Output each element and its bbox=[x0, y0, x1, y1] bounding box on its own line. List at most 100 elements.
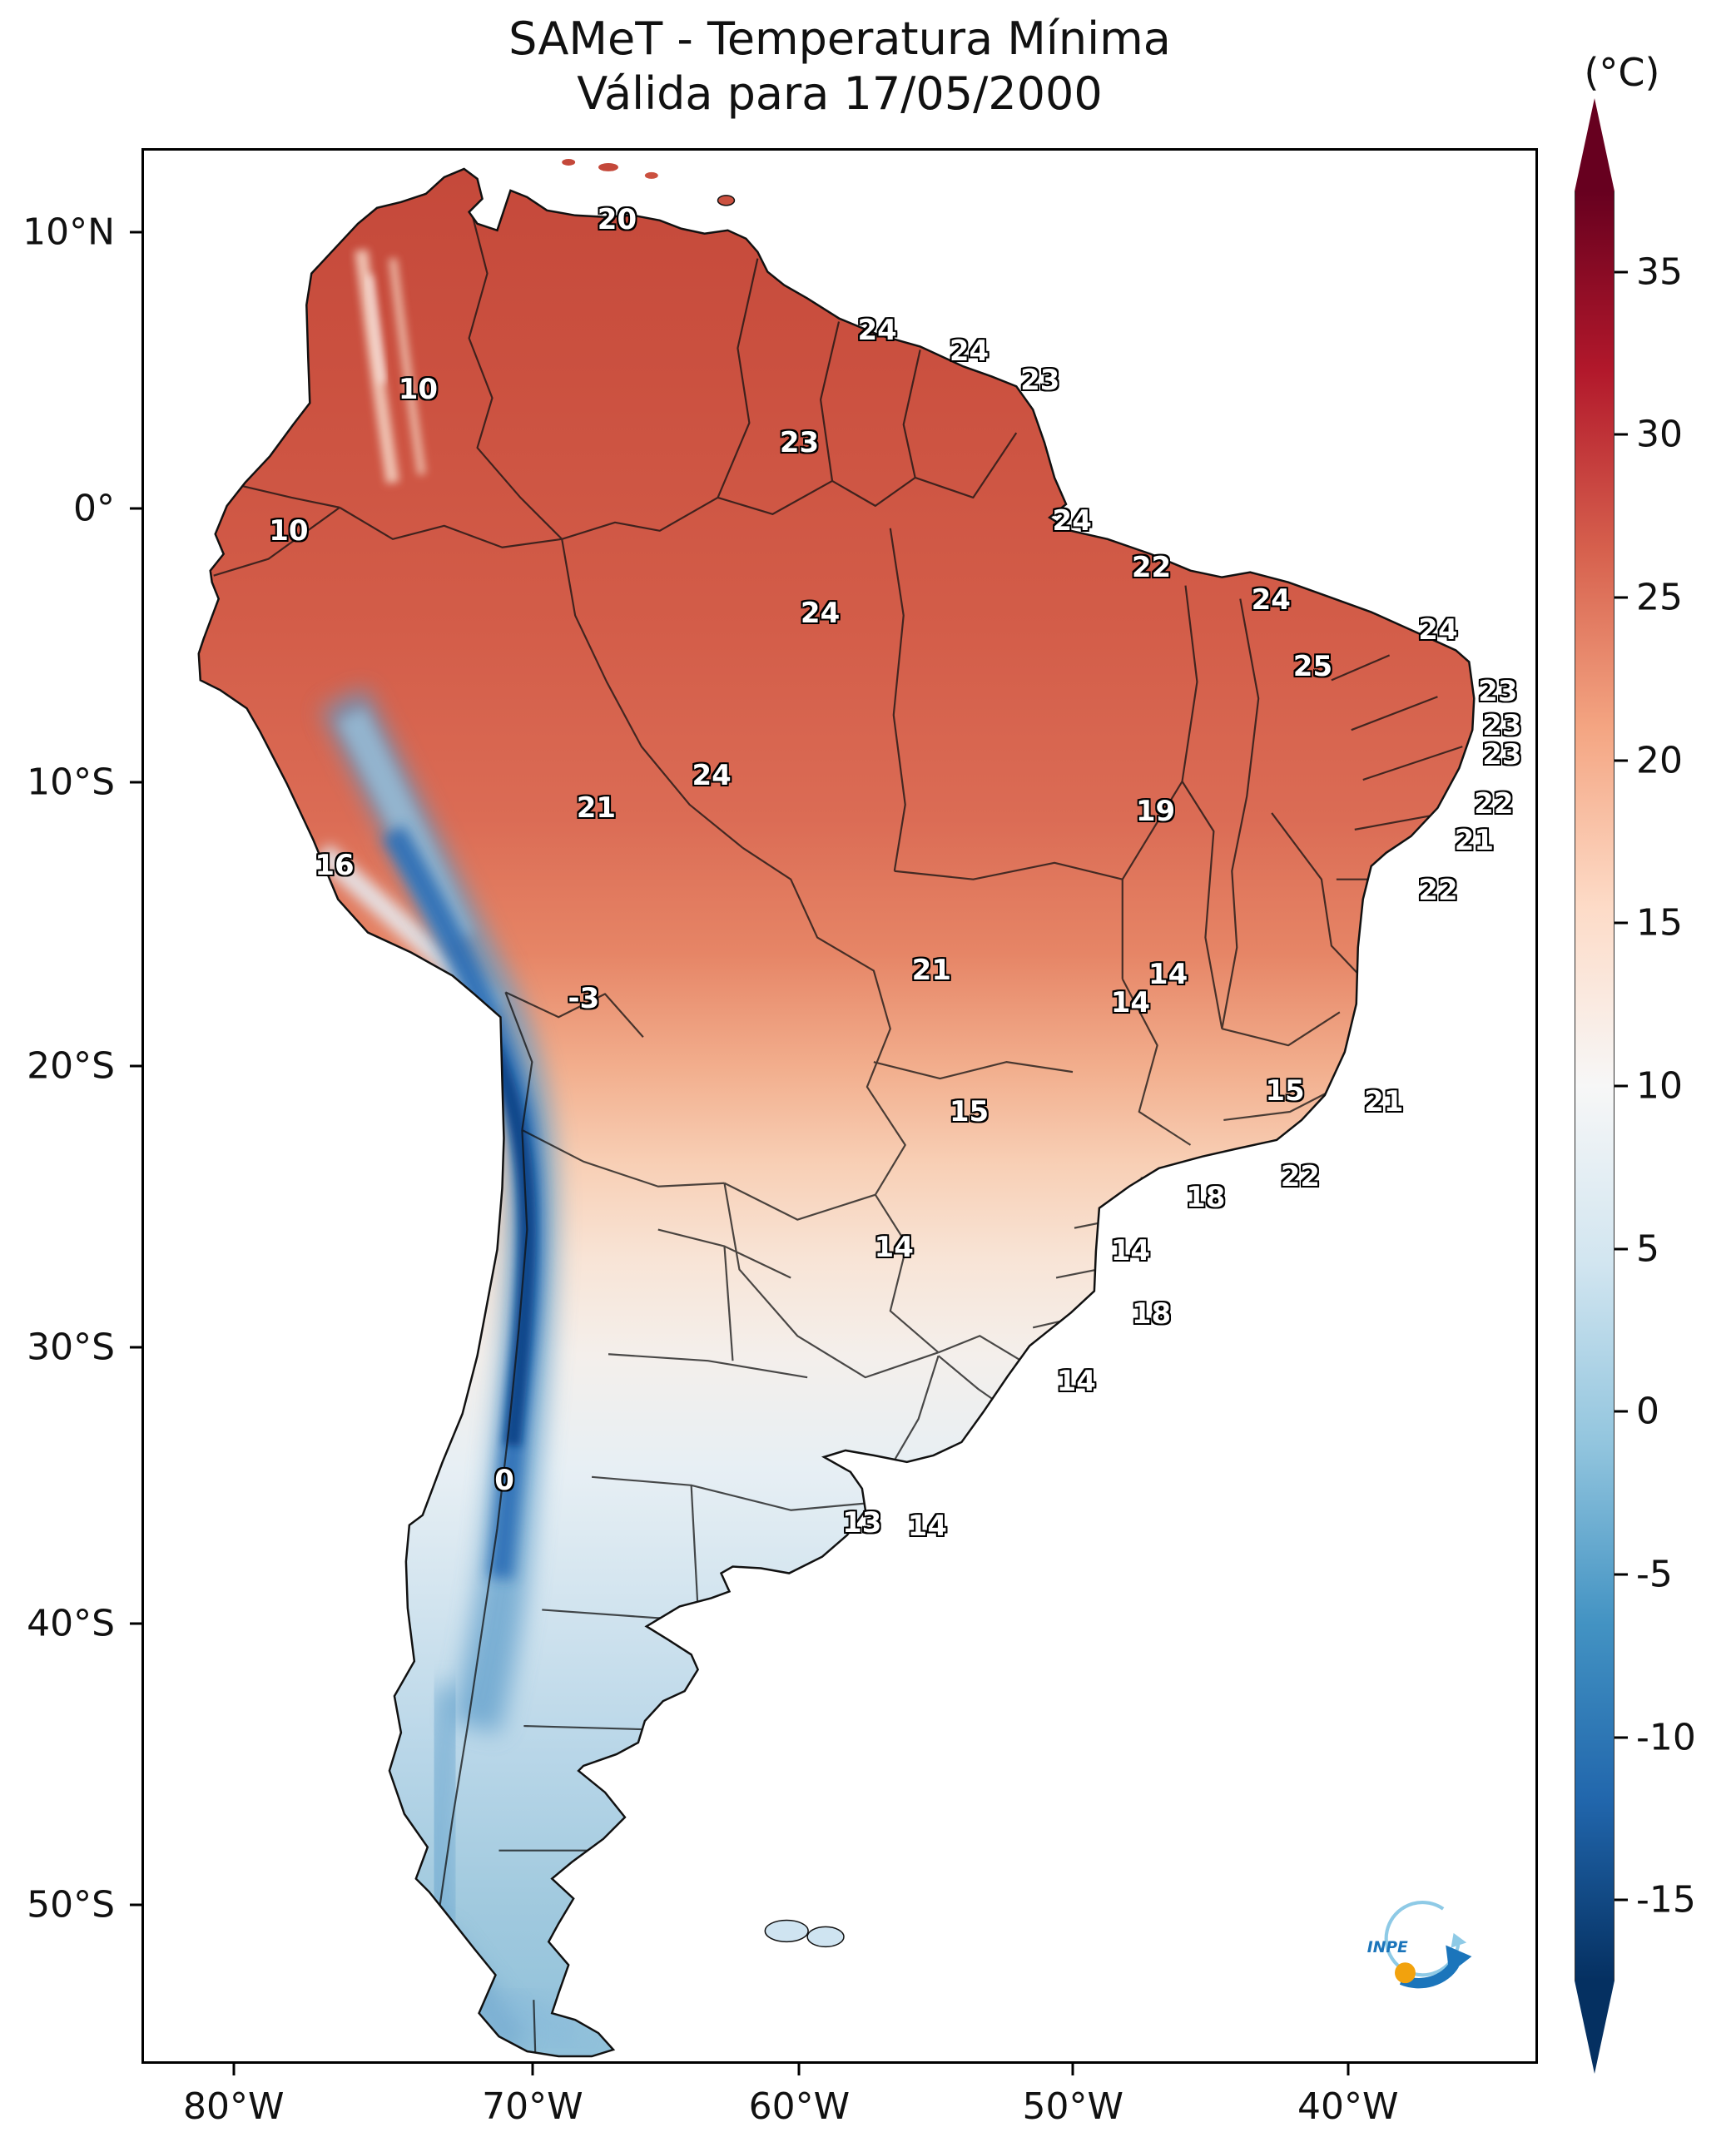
temperature-label: 18 bbox=[1131, 1297, 1172, 1331]
temperature-label: 21 bbox=[1364, 1085, 1404, 1119]
lat-tick-mark bbox=[130, 231, 141, 234]
lon-tick-mark bbox=[531, 2064, 534, 2075]
temperature-label: 24 bbox=[857, 313, 897, 347]
colorbar-tick-label: -15 bbox=[1636, 1878, 1696, 1921]
colorbar-tick-label: 15 bbox=[1636, 901, 1683, 945]
temperature-label: 24 bbox=[1052, 504, 1092, 538]
figure-title: SAMeT - Temperatura Mínima Válida para 1… bbox=[141, 12, 1538, 121]
lon-tick-label: 60°W bbox=[748, 2085, 851, 2128]
temperature-label: 22 bbox=[1131, 550, 1172, 584]
temperature-label: 15 bbox=[949, 1094, 990, 1128]
colorbar-tick-label: 25 bbox=[1636, 576, 1683, 619]
temperature-label: 21 bbox=[911, 953, 952, 987]
colorbar-tick-mark bbox=[1614, 1410, 1628, 1413]
temperature-label: 10 bbox=[269, 513, 309, 548]
temperature-label: 22 bbox=[1418, 873, 1458, 907]
lat-tick-label: 20°S bbox=[27, 1044, 115, 1088]
lat-axis: 10°N 0° 10°S 20°S 30°S 40°S 50°S bbox=[0, 148, 141, 2064]
temperature-label: 24 bbox=[949, 335, 990, 369]
lon-tick-mark bbox=[1347, 2064, 1350, 2075]
temperature-label: 23 bbox=[1482, 737, 1522, 771]
temperature-label: 10 bbox=[398, 373, 439, 406]
lon-tick-label: 80°W bbox=[182, 2085, 285, 2128]
map-plot-area: 20 24 24 23 10 23 10 24 22 24 24 25 24 23 23 23 24 21 22 19… bbox=[141, 148, 1538, 2064]
colorbar-tick-mark bbox=[1614, 1247, 1628, 1251]
temperature-label: 16 bbox=[315, 848, 355, 882]
map-labels: 20 24 24 23 10 23 10 24 22 24 24 25 24 23 23 23 24 21 22 19… bbox=[144, 151, 1535, 2061]
temperature-label: 14 bbox=[907, 1510, 947, 1544]
colorbar-tick-mark bbox=[1614, 596, 1628, 599]
colorbar-tick-label: 10 bbox=[1636, 1064, 1683, 1108]
lon-axis: 80°W 70°W 60°W 50°W 40°W bbox=[141, 2064, 1538, 2147]
south-america-map bbox=[197, 158, 1476, 2058]
colorbar-arrow-top bbox=[1575, 98, 1614, 191]
orbit-arrowhead-icon bbox=[1451, 1932, 1467, 1948]
lat-tick-mark bbox=[130, 1903, 141, 1907]
temperature-label: 24 bbox=[1251, 583, 1291, 617]
temperature-label: 15 bbox=[1265, 1074, 1305, 1108]
colorbar: 35 30 25 20 15 10 5 0 -5 -10 -15 bbox=[1575, 98, 1696, 2074]
colorbar-tick-mark bbox=[1614, 1736, 1628, 1739]
temperature-label: 25 bbox=[1292, 649, 1333, 683]
colorbar-tick-mark bbox=[1614, 921, 1628, 925]
temperature-label: 0 bbox=[494, 1464, 514, 1498]
temperature-label: 13 bbox=[842, 1505, 882, 1540]
colorbar-tick-label: 0 bbox=[1636, 1390, 1659, 1433]
colorbar-tick-label: 5 bbox=[1636, 1227, 1659, 1271]
temperature-label: 14 bbox=[1110, 1234, 1151, 1268]
lat-tick-mark bbox=[130, 507, 141, 510]
colorbar-tick-mark bbox=[1614, 270, 1628, 274]
temperature-label: 24 bbox=[1418, 613, 1458, 647]
lat-tick-mark bbox=[130, 1622, 141, 1625]
colorbar-tick-mark bbox=[1614, 759, 1628, 762]
lat-tick-label: 0° bbox=[73, 487, 115, 530]
temperature-label: 23 bbox=[779, 426, 820, 460]
temperature-label: 22 bbox=[1474, 787, 1514, 821]
colorbar-tick-mark bbox=[1614, 1084, 1628, 1088]
lon-tick-label: 50°W bbox=[1022, 2085, 1123, 2128]
colorbar-tick-label: 35 bbox=[1636, 250, 1683, 294]
inpe-logo: INPE bbox=[1355, 1890, 1480, 2002]
temperature-label: 14 bbox=[1148, 957, 1188, 991]
lon-tick-mark bbox=[797, 2064, 801, 2075]
lat-tick-label: 10°N bbox=[22, 211, 115, 254]
temperature-label: 14 bbox=[1110, 986, 1151, 1020]
blue-arrowhead-icon bbox=[1446, 1945, 1472, 1974]
temperature-label: 19 bbox=[1135, 795, 1176, 829]
orbit-swirl-icon bbox=[1384, 1900, 1461, 1977]
temperature-label: 23 bbox=[1482, 709, 1522, 743]
temperature-label: 14 bbox=[874, 1230, 914, 1264]
colorbar-tick-mark bbox=[1614, 433, 1628, 436]
lat-tick-label: 40°S bbox=[27, 1602, 115, 1645]
colorbar-unit-label: (°C) bbox=[1584, 50, 1660, 95]
lat-tick-label: 10°S bbox=[27, 761, 115, 804]
temperature-label: 23 bbox=[1478, 674, 1518, 708]
lat-tick-mark bbox=[130, 1346, 141, 1349]
lon-tick-mark bbox=[232, 2064, 236, 2075]
colorbar-arrow-bottom bbox=[1575, 1981, 1614, 2074]
colorbar-ticks: 35 30 25 20 15 10 5 0 -5 -10 -15 bbox=[1575, 191, 1736, 1981]
colorbar-tick-label: -10 bbox=[1636, 1716, 1696, 1759]
temperature-label: 20 bbox=[597, 202, 637, 236]
inpe-logo-text: INPE bbox=[1367, 1939, 1408, 1956]
colorbar-tick-mark bbox=[1614, 1898, 1628, 1902]
inpe-logo-graphic: INPE bbox=[1367, 1900, 1472, 1989]
temperature-label: -3 bbox=[568, 982, 600, 1016]
orange-sphere-icon bbox=[1395, 1962, 1416, 1984]
temperature-label: 24 bbox=[692, 758, 732, 792]
title-line-2: Válida para 17/05/2000 bbox=[577, 67, 1103, 120]
colorbar-tick-label: 30 bbox=[1636, 413, 1683, 456]
lon-tick-label: 40°W bbox=[1297, 2085, 1399, 2128]
lat-tick-mark bbox=[130, 1064, 141, 1068]
temperature-label: 21 bbox=[1454, 823, 1495, 857]
lat-tick-label: 30°S bbox=[27, 1326, 115, 1369]
colorbar-gradient bbox=[1575, 191, 1614, 1981]
temperature-label: 24 bbox=[800, 596, 841, 630]
temperature-label: 18 bbox=[1186, 1181, 1226, 1215]
colorbar-tick-mark bbox=[1614, 1573, 1628, 1576]
colorbar-tick-label: 20 bbox=[1636, 739, 1683, 782]
falkland-islands bbox=[764, 1919, 845, 1948]
lon-tick-mark bbox=[1071, 2064, 1074, 2075]
temperature-label: 21 bbox=[576, 791, 617, 825]
